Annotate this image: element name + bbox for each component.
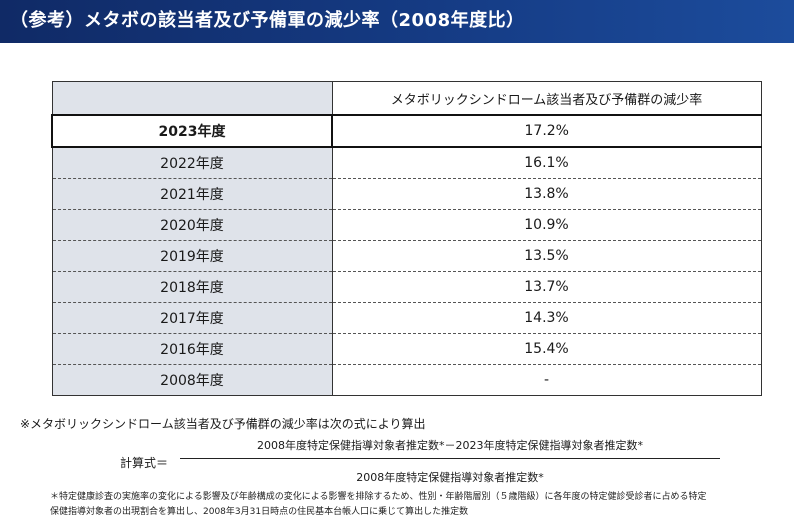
page-title: （参考）メタボの該当者及び予備軍の減少率（2008年度比） xyxy=(0,0,794,43)
formula-numerator: 2008年度特定保健指導対象者推定数*－2023年度特定保健指導対象者推定数* xyxy=(257,439,643,452)
year-cell: 2022年度 xyxy=(51,147,333,179)
footnote-line: ＊特定健康診査の実施率の変化による影響及び年齢構成の変化による影響を排除するため… xyxy=(50,492,707,502)
table-row: 2016年度 15.4% xyxy=(51,333,762,365)
footnote: ＊特定健康診査の実施率の変化による影響及び年齢構成の変化による影響を排除するため… xyxy=(50,490,785,520)
rate-cell: 13.8% xyxy=(332,178,762,210)
year-cell: 2017年度 xyxy=(51,302,333,334)
reduction-rate-table: メタボリックシンドローム該当者及び予備群の減少率 2023年度 17.2% 20… xyxy=(51,81,762,396)
footnote-line: 保健指導対象者の出現割合を算出し、2008年3月31日時点の住民基本台帳人口に乗… xyxy=(50,507,469,517)
rate-cell: - xyxy=(332,364,762,396)
year-cell: 2016年度 xyxy=(51,333,333,365)
table-row: 2022年度 16.1% xyxy=(51,147,762,179)
rate-cell: 13.7% xyxy=(332,271,762,303)
formula-denominator: 2008年度特定保健指導対象者推定数* xyxy=(356,471,544,484)
rate-cell: 10.9% xyxy=(332,209,762,241)
fraction-bar xyxy=(180,458,720,459)
year-cell: 2023年度 xyxy=(51,114,333,148)
year-cell: 2008年度 xyxy=(51,364,333,396)
table-row: 2020年度 10.9% xyxy=(51,209,762,241)
rate-cell: 17.2% xyxy=(332,114,762,148)
year-cell: 2020年度 xyxy=(51,209,333,241)
formula-label: 計算式＝ xyxy=(120,456,169,470)
year-cell: 2019年度 xyxy=(51,240,333,272)
table-row: 2021年度 13.8% xyxy=(51,178,762,210)
year-cell: 2018年度 xyxy=(51,271,333,303)
rate-cell: 16.1% xyxy=(332,147,762,179)
table-row: 2023年度 17.2% xyxy=(51,114,762,148)
calculation-note: ※メタボリックシンドローム該当者及び予備群の減少率は次の式により算出 xyxy=(20,417,426,431)
table-row: 2018年度 13.7% xyxy=(51,271,762,303)
table-row: 2019年度 13.5% xyxy=(51,240,762,272)
year-cell: 2021年度 xyxy=(51,178,333,210)
rate-cell: 15.4% xyxy=(332,333,762,365)
rate-cell: 13.5% xyxy=(332,240,762,272)
table-row: 2017年度 14.3% xyxy=(51,302,762,334)
rate-column-header: メタボリックシンドローム該当者及び予備群の減少率 xyxy=(332,81,762,116)
rate-cell: 14.3% xyxy=(332,302,762,334)
year-column-header xyxy=(51,81,333,116)
table-header-row: メタボリックシンドローム該当者及び予備群の減少率 xyxy=(51,81,762,116)
table-row: 2008年度 - xyxy=(51,364,762,396)
